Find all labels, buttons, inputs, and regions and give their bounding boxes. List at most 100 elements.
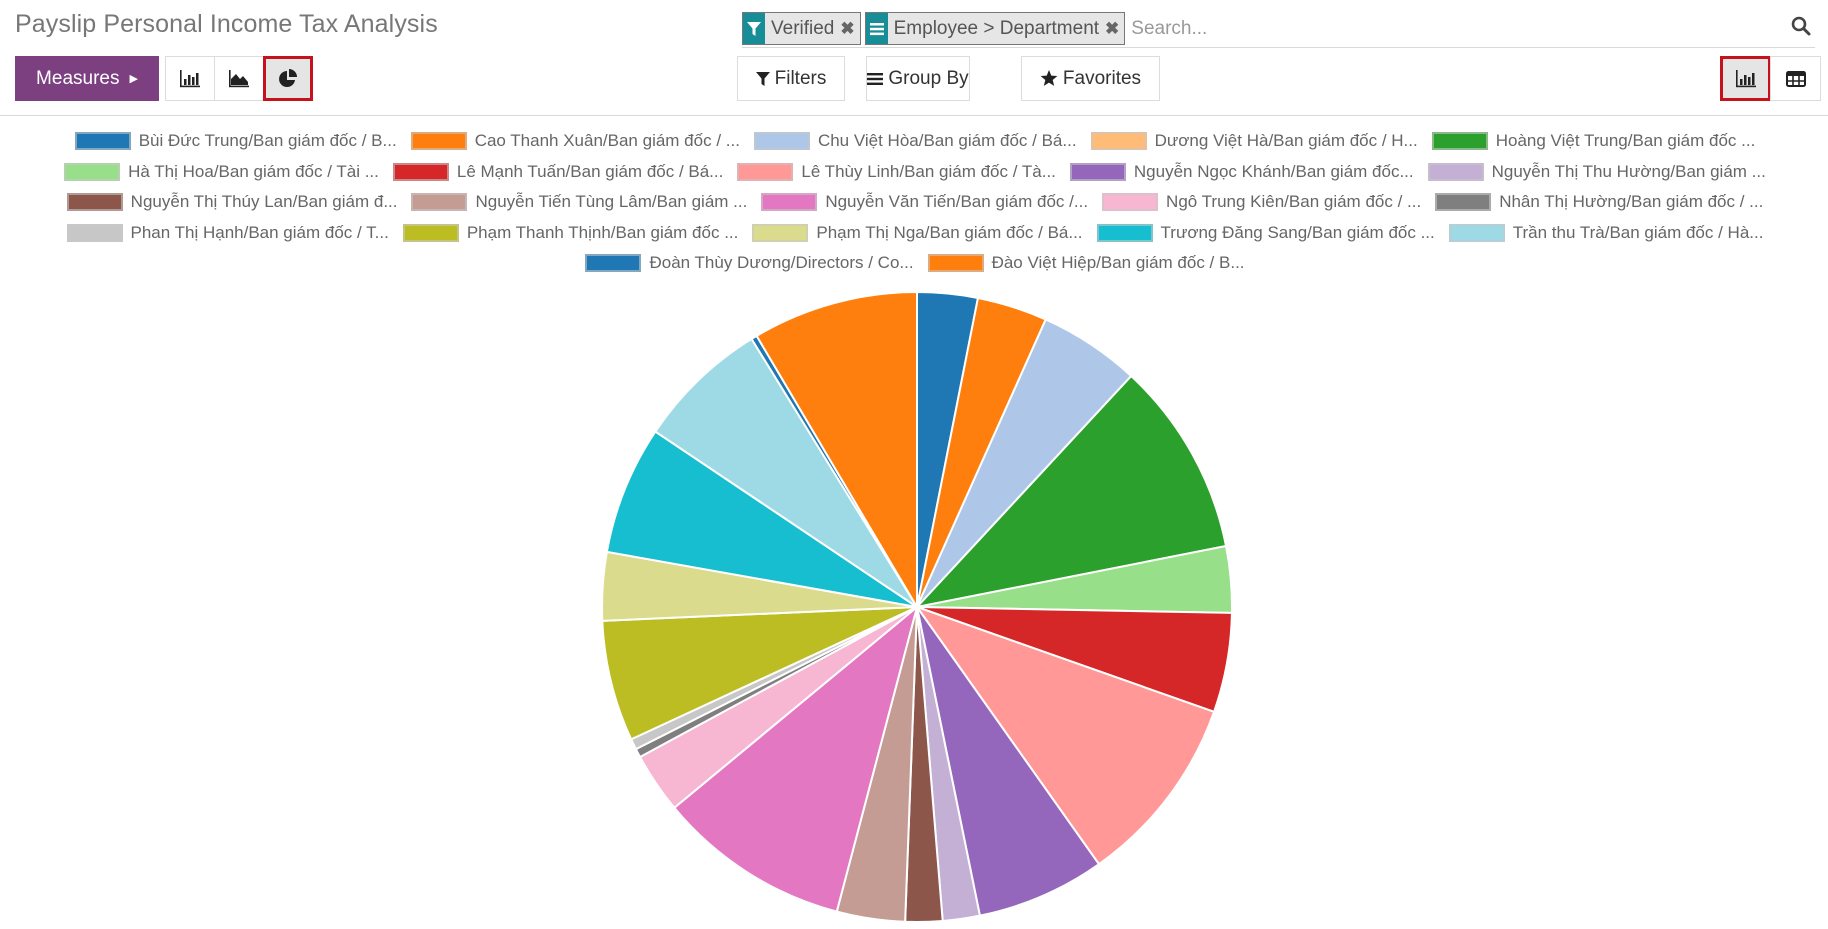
filter-icon bbox=[743, 13, 765, 44]
legend-label: Nguyễn Thị Thu Hường/Ban giám ... bbox=[1491, 161, 1766, 181]
legend-label: Trần thu Trà/Ban giám đốc / Hà... bbox=[1512, 222, 1764, 242]
legend-item[interactable]: Ngô Trung Kiên/Ban giám đốc / ... bbox=[1102, 191, 1421, 213]
legend-label: Phạm Thanh Thịnh/Ban giám đốc ... bbox=[466, 222, 739, 242]
measures-button[interactable]: Measures ▶ bbox=[15, 56, 159, 101]
legend-label: Ngô Trung Kiên/Ban giám đốc / ... bbox=[1166, 192, 1422, 211]
pie-slice[interactable] bbox=[916, 606, 1101, 917]
legend-swatch bbox=[411, 193, 468, 211]
legend-label: Dương Việt Hà/Ban giám đốc / H... bbox=[1154, 131, 1418, 150]
legend-swatch bbox=[74, 132, 131, 150]
line-chart-button[interactable] bbox=[214, 56, 264, 101]
remove-facet-icon[interactable]: ✖ bbox=[840, 18, 855, 38]
legend-label: Bùi Đức Trung/Ban giám đốc / B... bbox=[138, 131, 397, 150]
legend-item[interactable]: Phan Thị Hạnh/Ban giám đốc / T... bbox=[66, 222, 389, 244]
legend-swatch bbox=[392, 162, 449, 181]
legend-item[interactable]: Dương Việt Hà/Ban giám đốc / H... bbox=[1090, 130, 1418, 152]
filters-button[interactable]: Filters bbox=[737, 56, 845, 101]
legend-label: Nguyễn Tiến Tùng Lâm/Ban giám ... bbox=[475, 192, 748, 211]
facet-group-by[interactable]: Employee > Department ✖ bbox=[864, 12, 1126, 45]
facet-verified[interactable]: Verified ✖ bbox=[742, 12, 861, 45]
control-panel: Payslip Personal Income Tax Analysis Ver… bbox=[0, 0, 1828, 116]
legend-label: Đoàn Thùy Dương/Directors / Co... bbox=[649, 253, 914, 272]
legend-label: Chu Việt Hòa/Ban giám đốc / Bá... bbox=[817, 131, 1077, 150]
legend-label: Trương Đăng Sang/Ban giám đốc ... bbox=[1160, 222, 1435, 242]
chart-legend: Bùi Đức Trung/Ban giám đốc / B... Cao Tha… bbox=[40, 130, 1790, 274]
pie-slice[interactable] bbox=[914, 374, 1228, 609]
page-title: Payslip Personal Income Tax Analysis bbox=[15, 10, 438, 38]
favorites-button[interactable]: Favorites bbox=[1021, 56, 1160, 101]
legend-swatch bbox=[1069, 162, 1126, 181]
legend-item[interactable]: Lê Thùy Linh/Ban giám đốc / Tà... bbox=[737, 161, 1056, 183]
pie-slice[interactable] bbox=[914, 605, 1216, 866]
legend-item[interactable]: Nhân Thị Hường/Ban giám đốc / ... bbox=[1435, 191, 1763, 213]
favorites-label: Favorites bbox=[1062, 67, 1142, 89]
legend-label: Nhân Thị Hường/Ban giám đốc / ... bbox=[1499, 192, 1764, 211]
facet-label: Verified bbox=[771, 17, 835, 39]
legend-item[interactable]: Trương Đăng Sang/Ban giám đốc ... bbox=[1096, 222, 1435, 244]
legend-item[interactable]: Bùi Đức Trung/Ban giám đốc / B... bbox=[74, 130, 397, 152]
group-by-button[interactable]: Group By bbox=[866, 56, 970, 101]
legend-swatch bbox=[66, 193, 123, 211]
legend-swatch bbox=[752, 223, 809, 242]
legend-item[interactable]: Hà Thị Hoa/Ban giám đốc / Tài ... bbox=[64, 161, 379, 183]
legend-label: Nguyễn Văn Tiến/Ban giám đốc /... bbox=[825, 192, 1089, 211]
chart-type-switcher bbox=[165, 56, 313, 101]
group-by-icon bbox=[865, 13, 888, 44]
pie-chart-button[interactable] bbox=[263, 56, 313, 101]
pie-slice[interactable] bbox=[653, 337, 918, 608]
pie-slice[interactable] bbox=[672, 604, 919, 913]
pie-slice[interactable] bbox=[601, 606, 918, 741]
legend-label: Nguyễn Ngọc Khánh/Ban giám đốc... bbox=[1133, 161, 1414, 181]
view-switcher bbox=[1720, 56, 1821, 101]
legend-label: Cao Thanh Xuân/Ban giám đốc / ... bbox=[474, 131, 740, 150]
legend-item[interactable]: Phạm Thanh Thịnh/Ban giám đốc ... bbox=[402, 222, 739, 244]
legend-item[interactable]: Đào Việt Hiệp/Ban giám đốc / B... bbox=[927, 252, 1245, 274]
legend-item[interactable]: Nguyễn Văn Tiến/Ban giám đốc /... bbox=[761, 191, 1088, 213]
legend-swatch bbox=[761, 193, 818, 211]
legend-label: Nguyễn Thị Thúy Lan/Ban giám đ... bbox=[130, 192, 398, 211]
search-icon[interactable] bbox=[1791, 16, 1811, 41]
legend-swatch bbox=[1431, 132, 1488, 150]
legend-item[interactable]: Cao Thanh Xuân/Ban giám đốc / ... bbox=[410, 130, 740, 152]
bar-chart-icon bbox=[180, 69, 200, 87]
pie-chart bbox=[601, 290, 1233, 923]
pie-chart-icon bbox=[279, 68, 297, 87]
caret-right-icon: ▶ bbox=[129, 73, 138, 85]
legend-swatch bbox=[64, 162, 121, 181]
legend-item[interactable]: Trần thu Trà/Ban giám đốc / Hà... bbox=[1448, 222, 1764, 244]
pivot-view-button[interactable] bbox=[1770, 56, 1821, 101]
remove-facet-icon[interactable]: ✖ bbox=[1105, 18, 1120, 38]
search-input[interactable] bbox=[1129, 12, 1815, 45]
group-by-icon bbox=[867, 72, 884, 85]
filters-label: Filters bbox=[774, 67, 827, 89]
legend-swatch bbox=[1090, 132, 1147, 150]
pie-slice[interactable] bbox=[605, 430, 918, 608]
legend-item[interactable]: Hoàng Việt Trung/Ban giám đốc ... bbox=[1431, 130, 1756, 152]
legend-item[interactable]: Nguyễn Thị Thu Hường/Ban giám ... bbox=[1427, 161, 1766, 183]
legend-item[interactable]: Nguyễn Thị Thúy Lan/Ban giám đ... bbox=[66, 191, 398, 213]
legend-swatch bbox=[927, 254, 984, 272]
bar-chart-button[interactable] bbox=[165, 56, 215, 101]
legend-item[interactable]: Lê Mạnh Tuấn/Ban giám đốc / Bá... bbox=[392, 161, 724, 183]
legend-item[interactable]: Đoàn Thùy Dương/Directors / Co... bbox=[585, 252, 914, 274]
table-icon bbox=[1785, 70, 1806, 87]
pie-slice[interactable] bbox=[755, 290, 918, 611]
legend-swatch bbox=[402, 223, 459, 242]
legend-item[interactable]: Nguyễn Ngọc Khánh/Ban giám đốc... bbox=[1069, 161, 1414, 183]
measures-label: Measures bbox=[36, 67, 120, 89]
group-by-label: Group By bbox=[888, 67, 969, 89]
legend-swatch bbox=[753, 132, 810, 150]
legend-swatch bbox=[1096, 223, 1153, 242]
legend-swatch bbox=[410, 132, 467, 150]
legend-item[interactable]: Nguyễn Tiến Tùng Lâm/Ban giám ... bbox=[411, 191, 747, 213]
legend-item[interactable]: Phạm Thị Nga/Ban giám đốc / Bá... bbox=[752, 222, 1083, 244]
legend-label: Lê Mạnh Tuấn/Ban giám đốc / Bá... bbox=[456, 161, 724, 181]
legend-label: Hoàng Việt Trung/Ban giám đốc ... bbox=[1495, 131, 1756, 150]
legend-label: Lê Thùy Linh/Ban giám đốc / Tà... bbox=[801, 161, 1056, 181]
bar-chart-icon bbox=[1735, 69, 1756, 87]
legend-item[interactable]: Chu Việt Hòa/Ban giám đốc / Bá... bbox=[753, 130, 1077, 152]
filter-icon bbox=[755, 71, 770, 86]
graph-view-button[interactable] bbox=[1720, 56, 1771, 101]
legend-swatch bbox=[66, 223, 123, 242]
legend-label: Phan Thị Hạnh/Ban giám đốc / T... bbox=[130, 222, 389, 242]
